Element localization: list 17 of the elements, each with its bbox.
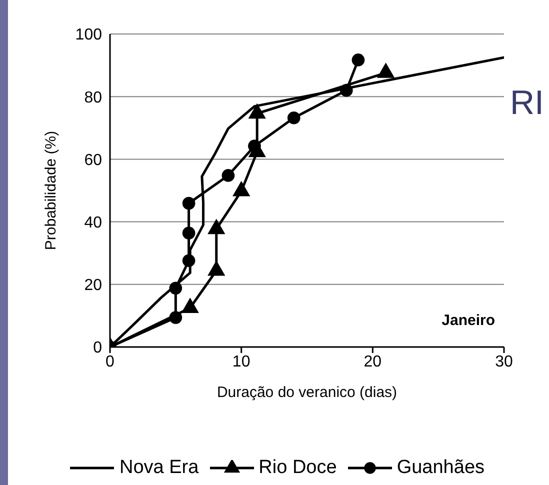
y-axis-title: Probabilidade (%)	[42, 130, 60, 250]
x-tick-label: 10	[232, 353, 250, 370]
y-tick-label: 40	[84, 214, 102, 232]
text: RI	[510, 84, 544, 123]
y-tick-label: 20	[84, 277, 102, 294]
annotation: Janeiro	[442, 312, 495, 329]
y-tick-label: 80	[84, 89, 102, 106]
x-tick-label: 20	[364, 353, 382, 370]
x-tick-label: 0	[106, 353, 115, 370]
y-tick-label: 0	[93, 340, 102, 357]
legend-label: Guanhães	[396, 457, 485, 479]
legend-label: Nova Era	[119, 457, 199, 479]
y-tick-label: 60	[84, 152, 102, 169]
x-axis-title: Duração do veranico (dias)	[216, 384, 398, 401]
y-tick-label: 100	[75, 26, 102, 44]
x-tick-label: 30	[495, 353, 513, 370]
legend-label: Rio Doce	[258, 457, 337, 479]
